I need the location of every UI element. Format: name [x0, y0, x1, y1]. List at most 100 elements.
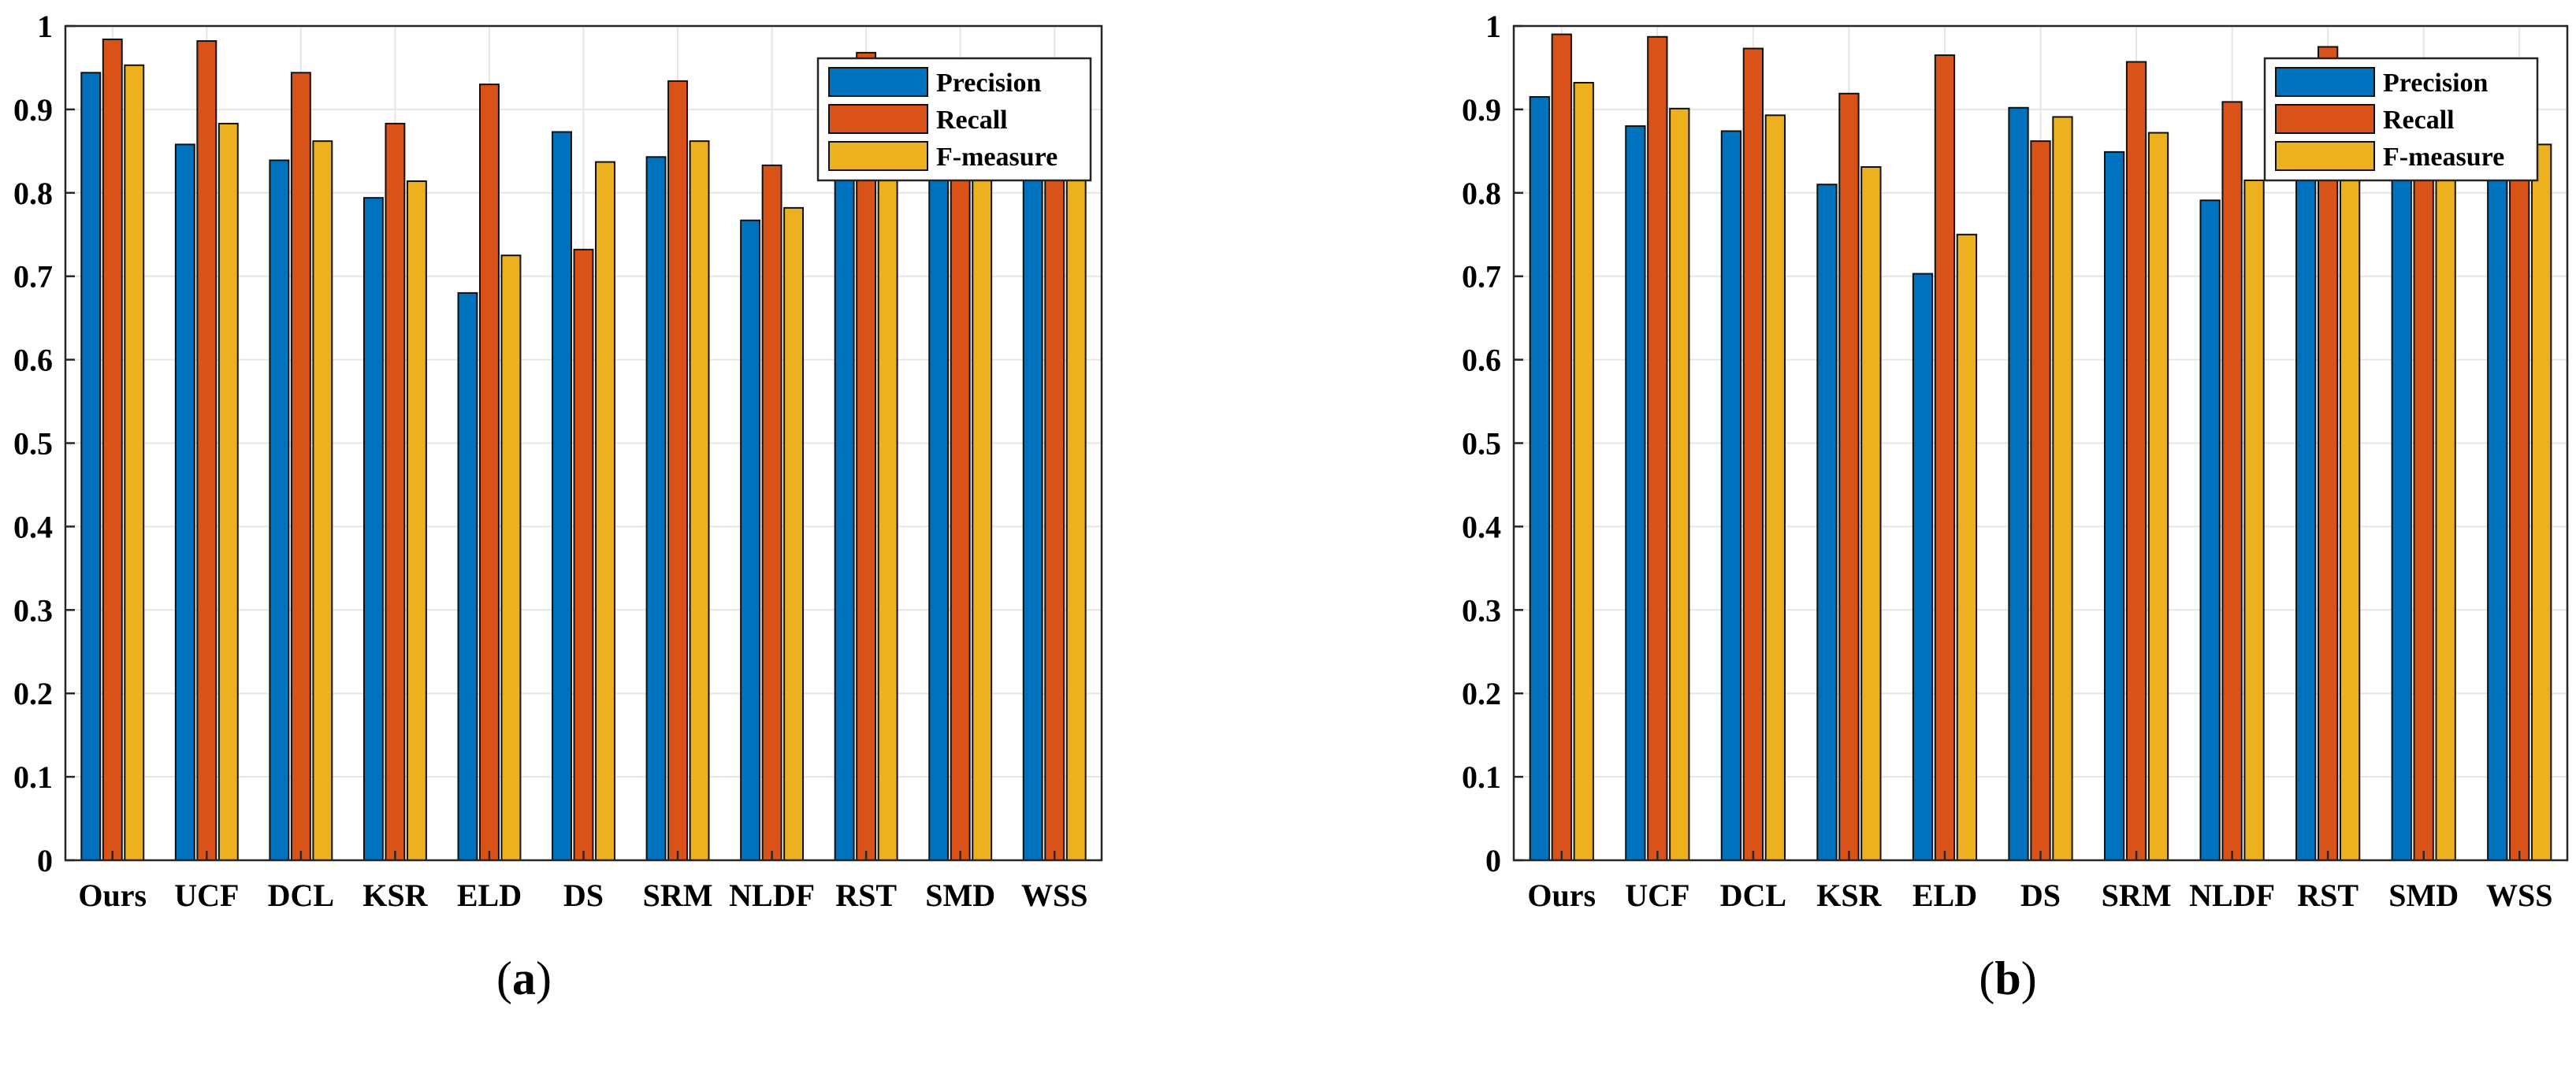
legend-swatch-b-precision [2275, 67, 2375, 97]
x-tick-label-a-dcl: DCL [268, 878, 334, 913]
y-tick-label-b: 1 [1485, 9, 1501, 44]
bar-b-recall-rst [2317, 46, 2339, 862]
y-tick-label-a: 0.9 [13, 92, 53, 128]
legend-label-a-fmeasure: F-measure [936, 143, 1058, 172]
bar-b-fmeasure-ours [1573, 82, 1594, 861]
bar-b-precision-wss [2487, 175, 2508, 861]
x-tick-label-b-wss: WSS [2486, 878, 2553, 913]
x-tick-label-a-rst: RST [835, 878, 897, 913]
bar-b-fmeasure-ksr [1860, 165, 1882, 861]
bar-a-precision-ds [552, 131, 572, 862]
bar-a-recall-nldf [761, 164, 782, 861]
bar-a-fmeasure-smd [972, 158, 993, 861]
bar-a-recall-dcl [290, 72, 311, 861]
caption-a: (a) [496, 952, 552, 1004]
x-tick-label-a-wss: WSS [1021, 878, 1088, 913]
bar-a-recall-ds [573, 248, 594, 861]
bar-a-recall-ucf [196, 40, 217, 861]
y-tick-label-a: 0.2 [13, 676, 53, 711]
bar-a-precision-ucf [174, 143, 195, 862]
y-tick-label-b: 0.9 [1462, 92, 1501, 128]
bar-a-recall-srm [667, 80, 688, 862]
x-tick-label-a-ksr: KSR [362, 878, 428, 913]
bar-b-recall-ksr [1838, 92, 1860, 862]
bar-a-fmeasure-nldf [783, 206, 805, 861]
bar-a-recall-ours [102, 38, 123, 862]
bar-a-precision-rst [834, 142, 855, 861]
bar-b-precision-ksr [1816, 184, 1838, 861]
legend-a: Precision Recall F-measure [816, 57, 1092, 182]
bar-b-recall-srm [2125, 61, 2147, 862]
legend-swatch-a-precision [828, 67, 928, 97]
bar-b-fmeasure-srm [2147, 132, 2169, 861]
legend-label-b-fmeasure: F-measure [2383, 143, 2504, 172]
bar-b-precision-ds [2008, 106, 2029, 862]
x-tick-label-b-eld: ELD [1912, 878, 1977, 913]
bar-b-fmeasure-ucf [1669, 107, 1690, 861]
legend-label-b-recall: Recall [2383, 106, 2455, 135]
legend-swatch-a-recall [828, 104, 928, 134]
y-tick-label-a: 0.5 [13, 426, 53, 462]
chart-b: 0 0.1 0.2 0.3 0.4 0.5 0.6 0.7 0.8 0.9 1 Ours UCF DCL K… [1462, 9, 2569, 913]
bar-b-precision-nldf [2199, 199, 2221, 861]
bar-b-recall-eld [1934, 54, 1956, 861]
bar-a-recall-eld [479, 84, 500, 861]
bar-a-recall-wss [1044, 125, 1065, 861]
bar-a-precision-ours [80, 72, 102, 861]
y-tick-label-a: 0.4 [13, 509, 53, 544]
caption-b: (b) [1979, 952, 2036, 1004]
legend-swatch-a-fmeasure [828, 141, 928, 171]
bar-b-precision-smd [2391, 150, 2412, 862]
x-tick-label-a-ours: Ours [78, 878, 147, 913]
bar-a-fmeasure-ours [124, 64, 145, 861]
y-tick-label-a: 0.1 [13, 759, 53, 795]
bar-a-fmeasure-eld [500, 254, 522, 862]
x-tick-label-b-dcl: DCL [1720, 878, 1786, 913]
y-tick-label-b: 0 [1485, 843, 1501, 878]
bar-a-fmeasure-ds [595, 161, 615, 861]
bar-a-precision-dcl [269, 159, 290, 861]
x-tick-label-b-ksr: KSR [1816, 878, 1882, 913]
y-tick-label-a: 0 [37, 843, 53, 878]
y-tick-label-a: 1 [37, 9, 53, 44]
bar-b-fmeasure-rst [2339, 158, 2361, 861]
x-tick-label-a-srm: SRM [643, 878, 713, 913]
x-tick-label-a-ds: DS [563, 878, 604, 913]
y-tick-label-b: 0.2 [1462, 676, 1501, 711]
bar-b-fmeasure-wss [2531, 143, 2552, 862]
bar-a-precision-srm [645, 156, 667, 861]
y-tick-label-b: 0.8 [1462, 176, 1501, 211]
x-tick-label-b-srm: SRM [2102, 878, 2172, 913]
x-tick-label-a-eld: ELD [457, 878, 522, 913]
bar-a-fmeasure-rst [877, 125, 898, 861]
bar-a-fmeasure-dcl [312, 140, 333, 861]
x-tick-label-b-nldf: NLDF [2189, 878, 2275, 913]
bar-b-precision-rst [2295, 150, 2317, 862]
bar-a-precision-smd [928, 142, 950, 861]
bar-b-fmeasure-dcl [1764, 114, 1786, 862]
bar-b-precision-dcl [1720, 130, 1742, 861]
x-tick-label-b-ours: Ours [1527, 878, 1596, 913]
legend-label-b-precision: Precision [2383, 69, 2489, 98]
x-tick-label-b-smd: SMD [2388, 878, 2459, 913]
bar-b-precision-ours [1529, 96, 1550, 861]
bar-a-precision-ksr [362, 197, 384, 862]
y-tick-label-a: 0.3 [13, 592, 53, 628]
x-tick-label-a-nldf: NLDF [729, 878, 815, 913]
bar-a-fmeasure-ucf [217, 122, 239, 861]
y-tick-label-b: 0.4 [1462, 509, 1501, 544]
y-tick-label-b: 0.5 [1462, 426, 1501, 462]
bar-b-recall-wss [2509, 142, 2530, 861]
x-tick-label-b-ds: DS [2020, 878, 2061, 913]
chart-a: 0 0.1 0.2 0.3 0.4 0.5 0.6 0.7 0.8 0.9 1 Ours UCF DCL K… [13, 9, 1103, 913]
bar-b-recall-smd [2413, 133, 2434, 862]
bar-a-fmeasure-ksr [406, 180, 427, 861]
bar-b-precision-srm [2103, 150, 2125, 861]
legend-swatch-b-recall [2275, 104, 2375, 134]
bar-a-fmeasure-srm [689, 140, 710, 861]
x-tick-label-a-ucf: UCF [174, 878, 239, 913]
bar-b-recall-nldf [2221, 101, 2243, 861]
legend-b: Precision Recall F-measure [2263, 57, 2539, 182]
x-tick-label-a-smd: SMD [925, 878, 995, 913]
bar-a-recall-smd [950, 125, 971, 861]
